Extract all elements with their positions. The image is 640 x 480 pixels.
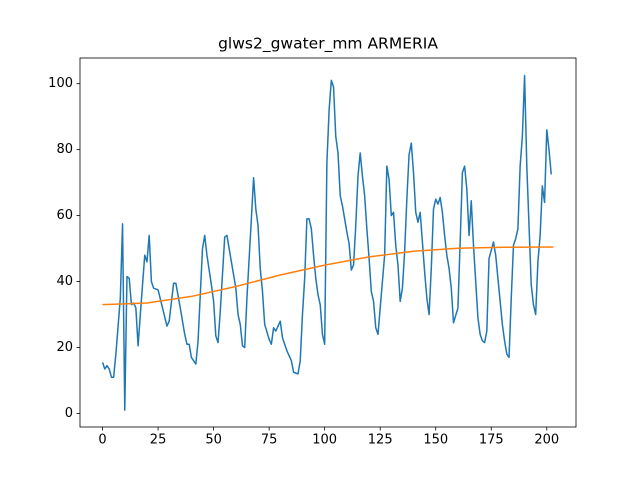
x-tick-label: 0 [98,433,106,448]
line-series [102,246,554,306]
line-series [101,74,552,411]
y-tick-label: 20 [56,340,73,355]
x-tick-label: 150 [423,433,448,448]
y-tick-label: 60 [56,208,73,223]
plot-frame [79,57,577,428]
x-tick-label: 200 [534,433,559,448]
y-tick-label: 100 [48,76,73,91]
x-tick-label: 75 [261,433,278,448]
y-tick-label: 40 [56,274,73,289]
x-tick-label: 125 [368,433,393,448]
y-tick-label: 80 [56,142,73,157]
x-tick-label: 175 [479,433,504,448]
x-tick-label: 25 [150,433,167,448]
chart-title: glws2_gwater_mm ARMERIA [218,35,438,54]
x-tick-label: 100 [312,433,337,448]
y-tick-label: 0 [65,406,73,421]
x-tick-label: 50 [205,433,222,448]
